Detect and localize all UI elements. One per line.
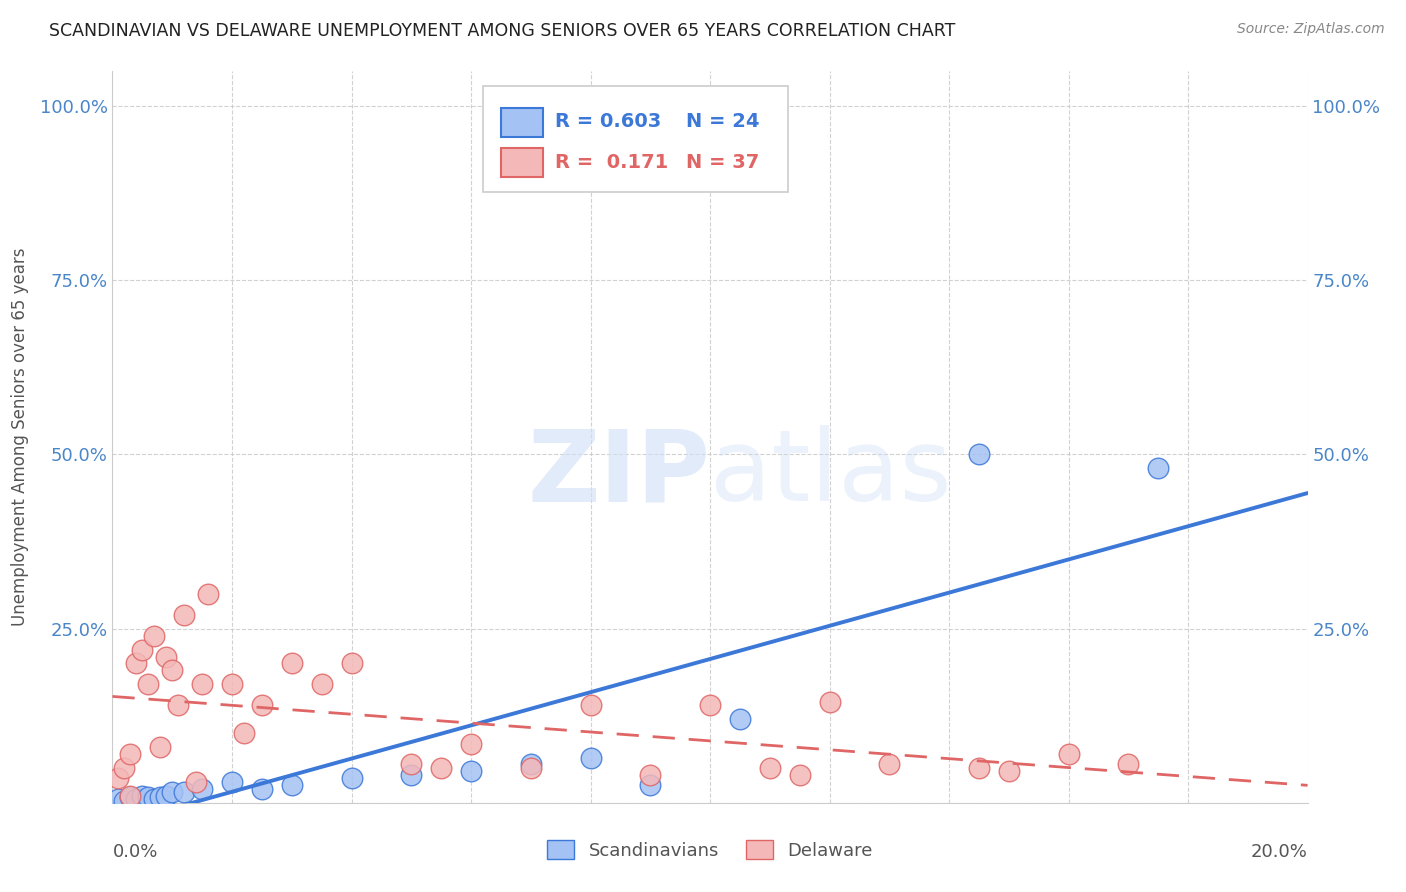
Point xyxy=(131,642,153,657)
Point xyxy=(107,792,129,806)
Point xyxy=(125,792,148,806)
Point xyxy=(149,790,172,805)
Point xyxy=(789,768,811,782)
Point xyxy=(120,789,142,803)
FancyBboxPatch shape xyxy=(501,148,543,178)
Point xyxy=(699,698,721,713)
Point xyxy=(114,794,135,808)
Point xyxy=(640,778,662,792)
Point xyxy=(114,761,135,775)
Point xyxy=(173,785,195,799)
Point xyxy=(138,677,160,691)
Text: SCANDINAVIAN VS DELAWARE UNEMPLOYMENT AMONG SENIORS OVER 65 YEARS CORRELATION CH: SCANDINAVIAN VS DELAWARE UNEMPLOYMENT AM… xyxy=(49,22,956,40)
Text: ZIP: ZIP xyxy=(527,425,710,522)
Point xyxy=(340,657,363,671)
Point xyxy=(173,607,195,622)
Point xyxy=(250,698,273,713)
Point xyxy=(1118,757,1140,772)
Point xyxy=(221,775,243,789)
Point xyxy=(311,677,333,691)
Point xyxy=(967,448,990,462)
Text: N = 24: N = 24 xyxy=(686,112,759,131)
Point xyxy=(191,677,214,691)
Point xyxy=(221,677,243,691)
Point xyxy=(1057,747,1080,761)
Point xyxy=(1147,461,1170,475)
Point xyxy=(107,772,129,786)
Point xyxy=(167,698,190,713)
Point xyxy=(998,764,1021,779)
Text: atlas: atlas xyxy=(710,425,952,522)
Point xyxy=(967,761,990,775)
Point xyxy=(640,768,662,782)
Point xyxy=(191,781,214,796)
Point xyxy=(143,792,166,806)
Point xyxy=(460,737,482,751)
Point xyxy=(281,778,304,792)
Point xyxy=(131,789,153,803)
Point xyxy=(401,757,423,772)
Point xyxy=(125,657,148,671)
Point xyxy=(120,747,142,761)
Point xyxy=(579,698,602,713)
Point xyxy=(197,587,219,601)
Point xyxy=(520,757,543,772)
Point xyxy=(149,740,172,755)
Point xyxy=(143,629,166,643)
Point xyxy=(281,657,304,671)
Y-axis label: Unemployment Among Seniors over 65 years: Unemployment Among Seniors over 65 years xyxy=(10,248,28,626)
Point xyxy=(155,649,177,664)
Point xyxy=(120,790,142,805)
Text: 20.0%: 20.0% xyxy=(1251,843,1308,861)
Point xyxy=(155,789,177,803)
Point xyxy=(186,775,208,789)
Point xyxy=(520,761,543,775)
Point xyxy=(162,785,183,799)
Point xyxy=(879,757,901,772)
Point xyxy=(579,750,602,764)
Text: N = 37: N = 37 xyxy=(686,153,759,171)
FancyBboxPatch shape xyxy=(484,86,787,192)
Point xyxy=(818,695,841,709)
Point xyxy=(162,664,183,678)
Text: R = 0.603: R = 0.603 xyxy=(554,112,661,131)
Point xyxy=(401,768,423,782)
Text: 0.0%: 0.0% xyxy=(112,843,157,861)
Point xyxy=(728,712,751,726)
Point xyxy=(460,764,482,779)
Text: Source: ZipAtlas.com: Source: ZipAtlas.com xyxy=(1237,22,1385,37)
Point xyxy=(233,726,256,740)
Text: R =  0.171: R = 0.171 xyxy=(554,153,668,171)
Legend: Scandinavians, Delaware: Scandinavians, Delaware xyxy=(547,840,873,860)
Point xyxy=(138,790,160,805)
Point xyxy=(430,761,453,775)
Point xyxy=(250,781,273,796)
Point xyxy=(759,761,782,775)
FancyBboxPatch shape xyxy=(501,108,543,137)
Point xyxy=(340,772,363,786)
